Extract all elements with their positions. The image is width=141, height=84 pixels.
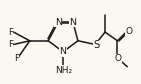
Text: S: S: [93, 40, 100, 50]
Text: NH₂: NH₂: [55, 66, 72, 75]
Text: N: N: [55, 18, 62, 27]
Text: N: N: [70, 18, 76, 27]
Text: N: N: [60, 47, 67, 56]
Text: O: O: [115, 54, 122, 63]
Text: F: F: [14, 54, 19, 63]
Text: F: F: [8, 40, 13, 49]
Text: F: F: [8, 28, 13, 37]
Text: O: O: [125, 27, 132, 36]
